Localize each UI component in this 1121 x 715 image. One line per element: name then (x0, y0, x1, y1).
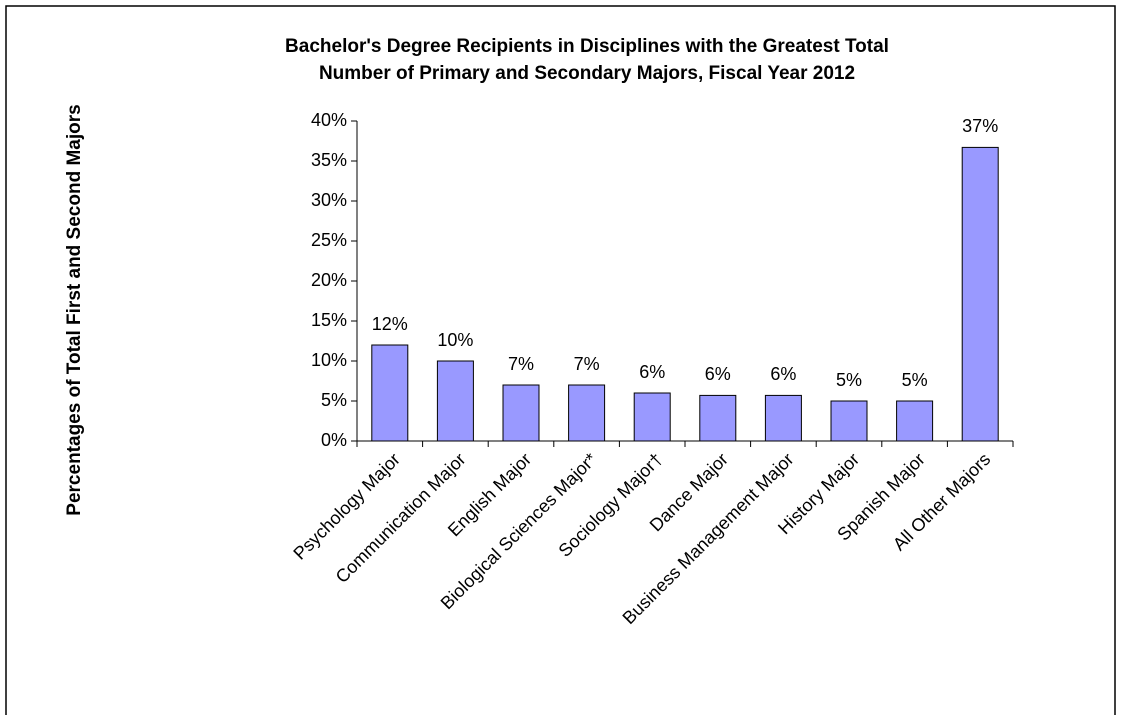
bar (568, 384, 606, 442)
y-tick-label: 25% (311, 230, 347, 250)
data-label: 5% (902, 370, 928, 390)
data-label: 6% (770, 364, 796, 384)
data-label: 7% (508, 354, 534, 374)
bar (961, 146, 999, 442)
data-label: 5% (836, 370, 862, 390)
data-label: 6% (705, 364, 731, 384)
data-label: 12% (372, 314, 408, 334)
data-label: 37% (962, 116, 998, 136)
bar (436, 360, 474, 442)
y-tick-label: 10% (311, 350, 347, 370)
y-tick-label: 15% (311, 310, 347, 330)
chart-title: Bachelor's Degree Recipients in Discipli… (285, 36, 889, 57)
y-tick-label: 5% (321, 390, 347, 410)
frame (5, 5, 1116, 715)
y-axis-label: Percentages of Total First and Second Ma… (64, 104, 85, 515)
data-label: 6% (639, 362, 665, 382)
bar (502, 384, 540, 442)
bar (896, 400, 934, 442)
chart-title: Number of Primary and Secondary Majors, … (319, 63, 855, 84)
y-tick-label: 30% (311, 190, 347, 210)
y-tick-label: 40% (311, 110, 347, 130)
y-tick-label: 20% (311, 270, 347, 290)
bar (830, 400, 868, 442)
y-tick-label: 0% (321, 430, 347, 450)
data-label: 7% (574, 354, 600, 374)
bar (764, 394, 802, 442)
bar (699, 394, 737, 442)
bar (633, 392, 671, 442)
bar (371, 344, 409, 442)
y-tick-label: 35% (311, 150, 347, 170)
data-label: 10% (437, 330, 473, 350)
